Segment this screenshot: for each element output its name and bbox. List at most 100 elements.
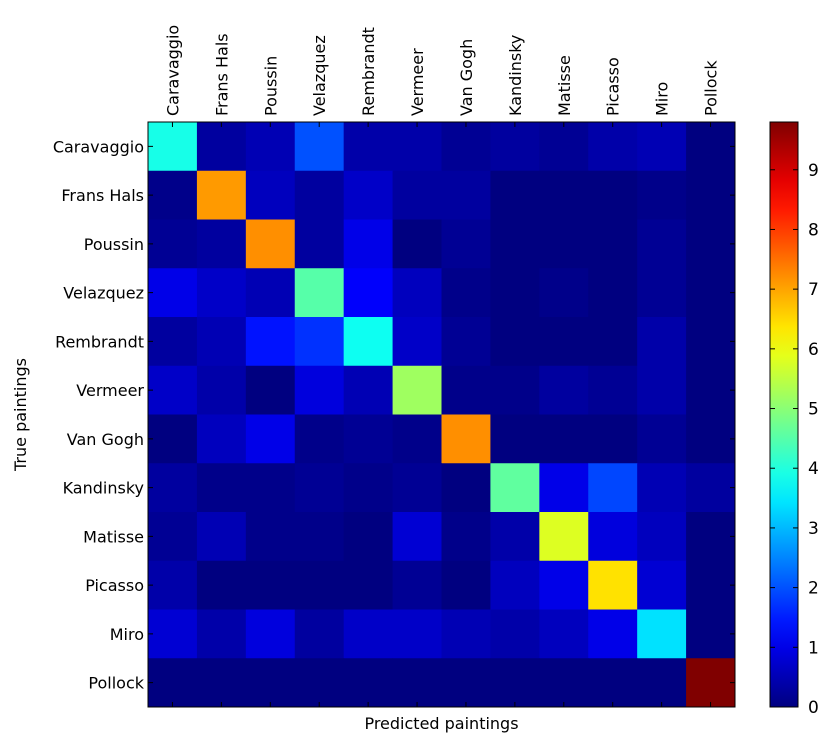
heatmap-cell <box>637 365 687 415</box>
heatmap-cell <box>686 170 736 220</box>
heatmap-cell <box>245 560 296 610</box>
colorbar <box>769 121 799 708</box>
heatmap-cell <box>343 512 394 562</box>
heatmap-cell <box>196 219 247 269</box>
heatmap-cell <box>637 512 687 562</box>
heatmap-cell <box>148 609 198 659</box>
heatmap-cell <box>343 219 394 269</box>
heatmap-cell <box>539 560 589 610</box>
heatmap-cell <box>343 317 394 367</box>
heatmap-cell <box>539 414 589 464</box>
heatmap-cell <box>490 512 540 562</box>
heatmap-cell <box>294 512 345 562</box>
heatmap-cell <box>148 658 198 708</box>
heatmap-cell <box>392 560 442 610</box>
heatmap-cell <box>441 317 491 367</box>
heatmap-cell <box>196 268 247 318</box>
heatmap-cell <box>148 463 198 513</box>
x-tick-label: Kandinsky <box>506 35 525 116</box>
heatmap-cell <box>686 122 736 172</box>
heatmap-cell <box>196 463 247 513</box>
heatmap-cell <box>392 170 442 220</box>
heatmap-cell <box>196 170 247 220</box>
y-tick-label: Miro <box>110 625 144 644</box>
heatmap-cell <box>148 414 198 464</box>
colorbar-tick-label: 7 <box>808 280 819 300</box>
heatmap-cell <box>294 268 345 318</box>
heatmap-cell <box>441 122 491 172</box>
heatmap-cell <box>588 609 638 659</box>
heatmap-cell <box>441 512 491 562</box>
heatmap-cell <box>686 268 736 318</box>
heatmap-cell <box>294 658 345 708</box>
heatmap-cell <box>196 122 247 172</box>
heatmap-cell <box>490 170 540 220</box>
heatmap-cell <box>588 219 638 269</box>
heatmap-cell <box>637 560 687 610</box>
heatmap-cell <box>343 658 394 708</box>
colorbar-tick-label: 9 <box>808 161 819 181</box>
heatmap-cells <box>148 122 736 708</box>
heatmap-cell <box>539 219 589 269</box>
x-tick-label: Pollock <box>702 60 721 116</box>
heatmap-cell <box>148 219 198 269</box>
heatmap-cell <box>392 512 442 562</box>
heatmap-cell <box>196 560 247 610</box>
heatmap-cell <box>245 122 296 172</box>
heatmap-cell <box>148 122 198 172</box>
heatmap-cell <box>294 219 345 269</box>
heatmap-cell <box>686 512 736 562</box>
heatmap-cell <box>490 609 540 659</box>
y-tick-label: Frans Hals <box>61 186 144 205</box>
heatmap-cell <box>539 122 589 172</box>
heatmap-cell <box>441 219 491 269</box>
heatmap-cell <box>343 463 394 513</box>
heatmap-cell <box>392 609 442 659</box>
heatmap-cell <box>588 122 638 172</box>
heatmap-cell <box>148 560 198 610</box>
heatmap-cell <box>148 512 198 562</box>
heatmap-cell <box>588 268 638 318</box>
x-tick-label: Poussin <box>261 56 280 116</box>
y-tick-label: Poussin <box>84 235 144 254</box>
heatmap-cell <box>245 219 296 269</box>
y-tick-label: Caravaggio <box>53 137 144 156</box>
y-axis-ticks: Caravaggio Frans Hals Poussin Velazquez Remb… <box>53 137 735 693</box>
heatmap-cell <box>588 170 638 220</box>
heatmap-cell <box>392 122 442 172</box>
heatmap-cell <box>539 463 589 513</box>
y-tick-label: Matisse <box>83 527 144 546</box>
heatmap-cell <box>294 463 345 513</box>
heatmap-cell <box>441 365 491 415</box>
colorbar-tick-label: 3 <box>808 519 819 539</box>
y-tick-label: Van Gogh <box>67 430 144 449</box>
heatmap-cell <box>245 609 296 659</box>
heatmap-cell <box>637 463 687 513</box>
heatmap-cell <box>686 317 736 367</box>
heatmap-cell <box>686 463 736 513</box>
heatmap-cell <box>196 658 247 708</box>
heatmap-cell <box>637 170 687 220</box>
heatmap-cell <box>392 317 442 367</box>
x-tick-label: Matisse <box>555 55 574 116</box>
heatmap-cell <box>441 609 491 659</box>
heatmap-cell <box>245 512 296 562</box>
y-tick-label: Rembrandt <box>55 332 144 351</box>
y-tick-label: Pollock <box>88 674 144 693</box>
x-tick-label: Picasso <box>604 57 623 116</box>
colorbar-tick-label: 1 <box>808 638 819 658</box>
heatmap-cell <box>441 658 491 708</box>
heatmap-cell <box>490 414 540 464</box>
x-tick-label: Frans Hals <box>212 33 231 116</box>
colorbar-tick-label: 4 <box>808 459 819 479</box>
heatmap-cell <box>588 463 638 513</box>
heatmap-cell <box>245 414 296 464</box>
heatmap-cell <box>539 268 589 318</box>
heatmap-cell <box>343 268 394 318</box>
heatmap-cell <box>637 219 687 269</box>
heatmap-cell <box>588 414 638 464</box>
heatmap-cell <box>637 268 687 318</box>
heatmap-cell <box>294 365 345 415</box>
heatmap-cell <box>148 170 198 220</box>
colorbar-tick-label: 2 <box>808 579 819 599</box>
